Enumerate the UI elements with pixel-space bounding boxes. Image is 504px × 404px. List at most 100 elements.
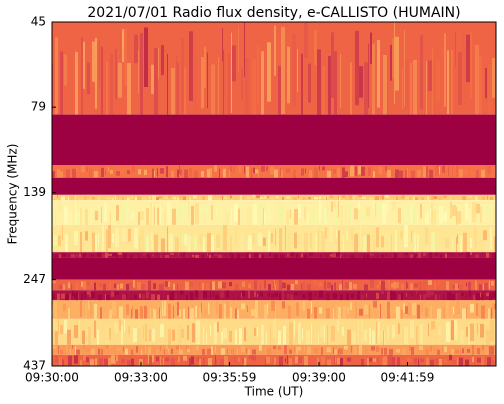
texture (476, 293, 480, 301)
texture (301, 283, 302, 290)
texture (493, 346, 494, 355)
texture (434, 347, 436, 352)
texture (426, 357, 429, 366)
texture (431, 232, 435, 253)
texture (86, 167, 88, 172)
texture (307, 308, 310, 319)
texture (127, 197, 130, 201)
texture (201, 302, 202, 313)
texture (190, 291, 193, 301)
texture (273, 319, 276, 339)
texture (89, 303, 90, 312)
texture (223, 168, 226, 178)
texture (168, 303, 171, 319)
texture (216, 358, 217, 366)
texture (349, 201, 351, 220)
texture (106, 229, 108, 253)
texture (410, 62, 412, 115)
texture (476, 303, 478, 317)
texture (71, 283, 72, 291)
texture (382, 357, 383, 366)
texture (410, 197, 411, 201)
texture (436, 59, 440, 101)
texture (274, 206, 276, 217)
texture (465, 359, 469, 366)
texture (99, 282, 102, 288)
texture (197, 357, 199, 362)
texture (120, 168, 124, 175)
texture (170, 252, 174, 255)
texture (244, 22, 245, 77)
texture (132, 306, 133, 317)
texture (207, 252, 208, 257)
texture (477, 323, 478, 335)
texture (101, 349, 103, 355)
texture (111, 291, 114, 297)
texture (345, 171, 348, 177)
texture (470, 323, 474, 342)
texture (184, 67, 186, 115)
texture (452, 360, 456, 364)
texture (403, 303, 405, 313)
texture (208, 358, 212, 366)
texture (52, 207, 54, 225)
texture (254, 291, 256, 297)
texture (418, 358, 419, 366)
texture (386, 253, 387, 257)
texture (257, 326, 258, 337)
texture (454, 319, 457, 340)
texture (411, 346, 414, 355)
texture (262, 359, 265, 364)
texture (154, 170, 155, 178)
texture (401, 293, 403, 301)
texture (137, 282, 141, 290)
texture (247, 238, 248, 253)
texture (378, 166, 379, 176)
texture (304, 346, 305, 352)
texture (415, 347, 418, 353)
texture (222, 195, 223, 200)
texture (331, 201, 333, 212)
texture (52, 294, 55, 300)
texture (94, 303, 97, 319)
texture (480, 323, 484, 338)
texture (392, 201, 396, 209)
texture (456, 165, 458, 177)
texture (143, 326, 144, 340)
texture (124, 319, 125, 333)
texture (462, 308, 466, 319)
plot-frame (51, 21, 497, 367)
texture (342, 167, 345, 178)
texture (294, 208, 298, 225)
texture (301, 253, 303, 258)
texture (327, 195, 328, 199)
texture (196, 320, 200, 345)
texture (483, 209, 486, 224)
texture (267, 42, 271, 102)
texture (491, 307, 492, 319)
texture (58, 235, 61, 246)
texture (115, 227, 119, 248)
texture (486, 292, 489, 297)
texture (204, 205, 208, 214)
texture (238, 357, 240, 362)
texture (57, 194, 58, 199)
texture (327, 282, 331, 289)
texture (327, 347, 331, 353)
texture (218, 194, 222, 200)
texture (392, 356, 395, 366)
texture (435, 165, 439, 176)
texture (334, 51, 337, 115)
texture (257, 45, 259, 105)
texture (490, 320, 494, 342)
texture (210, 290, 211, 299)
texture (116, 171, 120, 176)
texture (66, 344, 68, 352)
texture (79, 196, 81, 201)
texture (428, 323, 429, 337)
texture (364, 329, 367, 342)
texture (459, 284, 463, 291)
texture (60, 51, 63, 115)
texture (248, 349, 250, 355)
texture (214, 165, 217, 172)
